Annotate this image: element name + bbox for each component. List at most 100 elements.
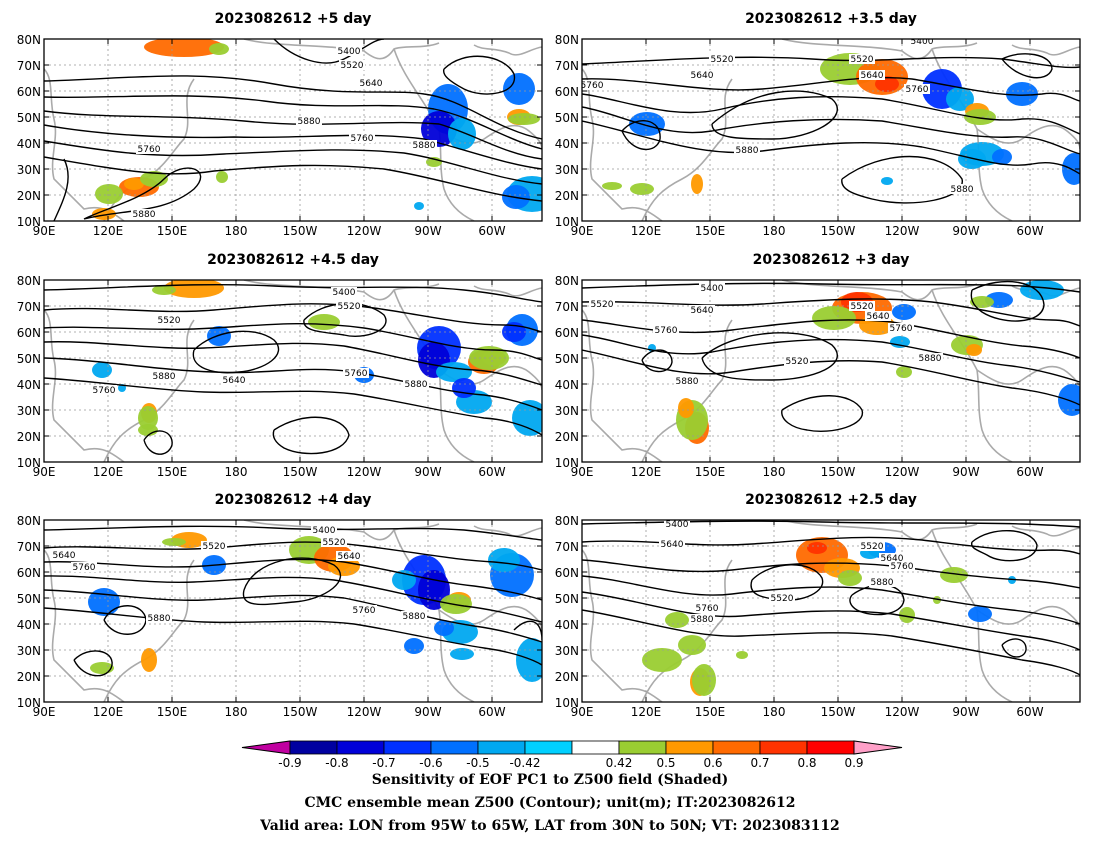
contour-label: 5520 bbox=[851, 55, 874, 65]
sensitivity-blob bbox=[966, 344, 982, 356]
sensitivity-blob bbox=[630, 183, 654, 195]
colorbar-tick-label: -0.7 bbox=[372, 756, 395, 770]
sensitivity-blob bbox=[940, 567, 968, 583]
lat-tick-label: 80N bbox=[555, 33, 579, 47]
colorbar-segment bbox=[477, 740, 526, 755]
z500-contour bbox=[44, 589, 542, 643]
z500-contour bbox=[1001, 638, 1027, 658]
lat-tick-label: 80N bbox=[17, 514, 41, 528]
sensitivity-blob bbox=[452, 378, 476, 398]
lon-tick-label: 120E bbox=[631, 224, 662, 238]
contour-label: 5880 bbox=[951, 185, 974, 195]
colorbar-segment bbox=[712, 740, 761, 755]
lat-tick-label: 50N bbox=[17, 352, 41, 366]
z500-contour bbox=[582, 282, 1080, 293]
panel-frame bbox=[581, 279, 1081, 463]
coastline bbox=[582, 520, 1080, 702]
lat-tick-label: 50N bbox=[555, 352, 579, 366]
contour-label-bg bbox=[51, 550, 77, 560]
contour-label: 5760 bbox=[891, 562, 914, 572]
sensitivity-blob bbox=[140, 171, 168, 187]
sensitivity-blob bbox=[890, 336, 910, 348]
contour-label: 5880 bbox=[919, 354, 942, 364]
z500-contour bbox=[273, 39, 385, 64]
contour-label-bg bbox=[343, 368, 369, 378]
contour-label-bg bbox=[221, 375, 247, 385]
contour-label: 5760 bbox=[890, 324, 913, 334]
lon-tick-label: 120W bbox=[885, 224, 920, 238]
coastline-path bbox=[781, 39, 978, 60]
contour-label-bg bbox=[156, 315, 182, 325]
contour-label-bg bbox=[151, 371, 177, 381]
sensitivity-shading bbox=[92, 39, 542, 220]
lat-tick-label: 70N bbox=[17, 540, 41, 554]
lon-tick-label: 150W bbox=[283, 705, 318, 719]
contour-labels: 5400 5520 5640 5760 5880 5760 5880 5880 bbox=[131, 46, 437, 220]
contour-label-bg bbox=[351, 605, 377, 615]
sensitivity-blob bbox=[964, 109, 996, 125]
contour-label: 5880 bbox=[148, 614, 171, 624]
sensitivity-blob bbox=[1062, 153, 1080, 185]
contour-label-bg bbox=[311, 525, 337, 535]
coastline-path bbox=[44, 68, 125, 221]
contour-label-bg bbox=[674, 376, 700, 386]
lon-tick-label: 90W bbox=[952, 705, 979, 719]
contour-label-bg bbox=[321, 537, 347, 547]
sensitivity-blob bbox=[736, 651, 748, 659]
contour-label-bg bbox=[146, 613, 172, 623]
z500-contours bbox=[582, 280, 1080, 432]
z500-contour bbox=[582, 591, 1080, 651]
sensitivity-blob bbox=[448, 118, 476, 150]
lat-tick-label: 50N bbox=[17, 111, 41, 125]
contour-label: 5760 bbox=[73, 563, 96, 573]
contour-label: 5400 bbox=[701, 284, 724, 294]
lon-tick-label: 180 bbox=[763, 465, 786, 479]
lat-tick-label: 30N bbox=[17, 404, 41, 418]
panel-frame bbox=[43, 279, 543, 463]
contour-label-bg bbox=[201, 541, 227, 551]
lon-tick-label: 90W bbox=[414, 465, 441, 479]
colorbar-segment bbox=[430, 740, 479, 755]
contour-label-bg bbox=[849, 54, 875, 64]
z500-contour bbox=[192, 330, 280, 374]
contour-label-bg bbox=[909, 39, 935, 46]
colorbar-segment bbox=[383, 740, 432, 755]
coastline-path bbox=[641, 78, 733, 221]
colorbar-tick-label: 0.6 bbox=[703, 756, 722, 770]
contour-label: 5520 bbox=[341, 61, 364, 71]
lat-tick-label: 10N bbox=[555, 456, 579, 470]
colorbar-segment bbox=[618, 740, 667, 755]
sensitivity-blob bbox=[1006, 82, 1038, 106]
contour-label-bg bbox=[859, 541, 885, 551]
sensitivity-blob bbox=[124, 178, 144, 190]
sensitivity-shading bbox=[642, 537, 1016, 696]
sensitivity-blob bbox=[1020, 280, 1064, 300]
contour-label-bg bbox=[784, 356, 810, 366]
lon-tick-label: 90E bbox=[571, 705, 594, 719]
colorbar: -0.9 -0.8 -0.7 -0.6 -0.5 -0.42 0.42 0.5 0.6 0.7 0.… bbox=[241, 740, 903, 770]
panel-title: 2023082612 +4 day bbox=[215, 492, 372, 508]
lat-tick-label: 10N bbox=[555, 696, 579, 710]
contour-label-bg bbox=[865, 311, 891, 321]
lat-tick-label: 40N bbox=[555, 378, 579, 392]
contour-label: 5640 bbox=[861, 71, 884, 81]
contour-label: 5400 bbox=[333, 288, 356, 298]
colorbar-segment bbox=[336, 740, 385, 755]
lon-tick-label: 120E bbox=[631, 465, 662, 479]
coastline-path bbox=[473, 44, 542, 56]
contour-label-bg bbox=[859, 70, 885, 80]
coastline-path bbox=[641, 319, 733, 462]
coastline-path bbox=[976, 365, 1080, 391]
map-area: 5400 5520 5520 5640 5640 5760 5760 5880 5880 bbox=[44, 520, 542, 702]
contour-label: 5760 bbox=[93, 386, 116, 396]
z500-contour bbox=[44, 140, 542, 185]
contour-label-bg bbox=[336, 46, 362, 56]
lat-tick-label: 40N bbox=[17, 378, 41, 392]
sensitivity-blob bbox=[450, 648, 474, 660]
sensitivity-blob bbox=[896, 366, 912, 378]
lon-tick-label: 90W bbox=[414, 705, 441, 719]
contour-label: 5520 bbox=[861, 542, 884, 552]
lat-tick-label: 60N bbox=[555, 326, 579, 340]
